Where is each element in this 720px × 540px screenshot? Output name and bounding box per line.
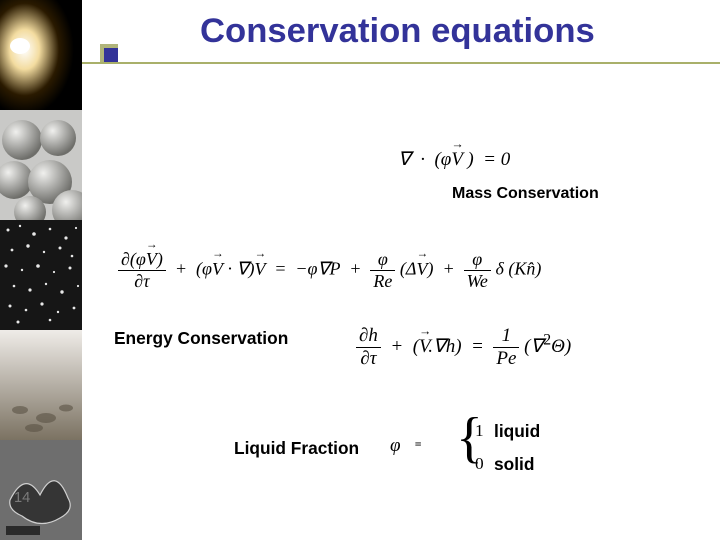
sym-V-letter: V	[451, 149, 462, 170]
c: ∇	[318, 259, 330, 279]
c: V	[146, 249, 157, 269]
slide-title: Conservation equations	[200, 12, 595, 51]
strip-panel-spheres	[0, 110, 82, 220]
sym-dot: ·	[420, 149, 425, 170]
c: V	[212, 259, 223, 279]
en-term1: ∂h ∂τ	[356, 326, 381, 369]
strip-panel-flare	[0, 0, 82, 110]
c: h	[368, 325, 378, 346]
c: =	[415, 437, 422, 451]
c: −	[295, 259, 307, 279]
sym-eq0: = 0	[483, 149, 510, 170]
mom-term-we: φ We	[464, 250, 491, 291]
slide: Conservation equations ∇ · (φ→V ) = 0 Ma…	[0, 0, 720, 540]
c: ∂	[359, 325, 368, 346]
en-term-pe: 1 Pe	[493, 326, 519, 369]
c: Pe	[493, 348, 519, 369]
c: +	[349, 259, 361, 279]
case-liquid-label: liquid	[494, 421, 540, 442]
c: ∂	[121, 249, 130, 269]
c: +	[442, 259, 454, 279]
c: V	[416, 259, 427, 279]
c: →V	[416, 259, 427, 279]
sym-rparen: )	[467, 149, 473, 170]
page-number: 14	[14, 490, 30, 506]
c: τ	[370, 348, 377, 369]
c: P	[330, 259, 341, 279]
c: →V	[419, 336, 428, 357]
c: +	[390, 336, 403, 357]
c: ∂	[134, 271, 143, 291]
c: 1	[493, 326, 519, 348]
c: δ	[495, 259, 503, 279]
label-liquid-fraction: Liquid Fraction	[234, 438, 359, 459]
phi-definition: φ =	[390, 435, 422, 457]
c: Θ	[551, 336, 565, 357]
sym-nabla: ∇	[398, 149, 411, 170]
c: K	[514, 259, 526, 279]
strip-panel-splash	[0, 440, 82, 540]
c: Re	[370, 271, 395, 291]
c: Δ	[406, 259, 417, 279]
sym-V: →V	[451, 149, 462, 170]
c: We	[464, 271, 491, 291]
c: →V	[255, 259, 266, 279]
c: ∇	[237, 259, 249, 279]
c: →V	[146, 249, 157, 269]
c: φ	[370, 250, 395, 271]
label-mass: Mass Conservation	[452, 185, 599, 203]
c: φ	[464, 250, 491, 271]
c: φ	[390, 435, 401, 456]
c: φ	[202, 259, 212, 279]
mom-term-re: φ Re	[370, 250, 395, 291]
strip-panel-drops	[0, 330, 82, 440]
equation-energy: ∂h ∂τ + (→V.∇h) = 1 Pe (∇2Θ)	[356, 326, 571, 369]
label-energy: Energy Conservation	[114, 328, 288, 349]
equation-mass: ∇ · (φ→V ) = 0	[398, 148, 510, 171]
c: ∇	[530, 336, 543, 357]
c: φ	[308, 259, 318, 279]
strip-panel-speckle	[0, 220, 82, 330]
c: V	[255, 259, 266, 279]
c: n̂	[526, 259, 535, 279]
mom-term1: ∂(φ→V) ∂τ	[118, 250, 166, 291]
c: φ	[136, 249, 146, 269]
header-rule	[82, 62, 720, 64]
left-image-strip	[0, 0, 82, 540]
c: h	[446, 336, 456, 357]
c: =	[471, 336, 484, 357]
c: τ	[143, 271, 149, 291]
c: →V	[212, 259, 223, 279]
c: V	[419, 336, 428, 357]
c: ·	[228, 259, 233, 279]
equation-momentum: ∂(φ→V) ∂τ + (φ→V · ∇)→V = −φ∇P + φ Re (Δ…	[118, 250, 541, 291]
c: ∇	[433, 336, 446, 357]
c: +	[175, 259, 187, 279]
c: 2	[543, 331, 551, 348]
title-bullet-icon	[100, 44, 118, 62]
sym-phi: φ	[441, 149, 452, 170]
c: =	[274, 259, 286, 279]
case-liquid-num: 1	[475, 421, 484, 441]
case-solid-label: solid	[494, 454, 534, 475]
case-solid-num: 0	[475, 454, 484, 474]
c: ∂	[360, 348, 369, 369]
